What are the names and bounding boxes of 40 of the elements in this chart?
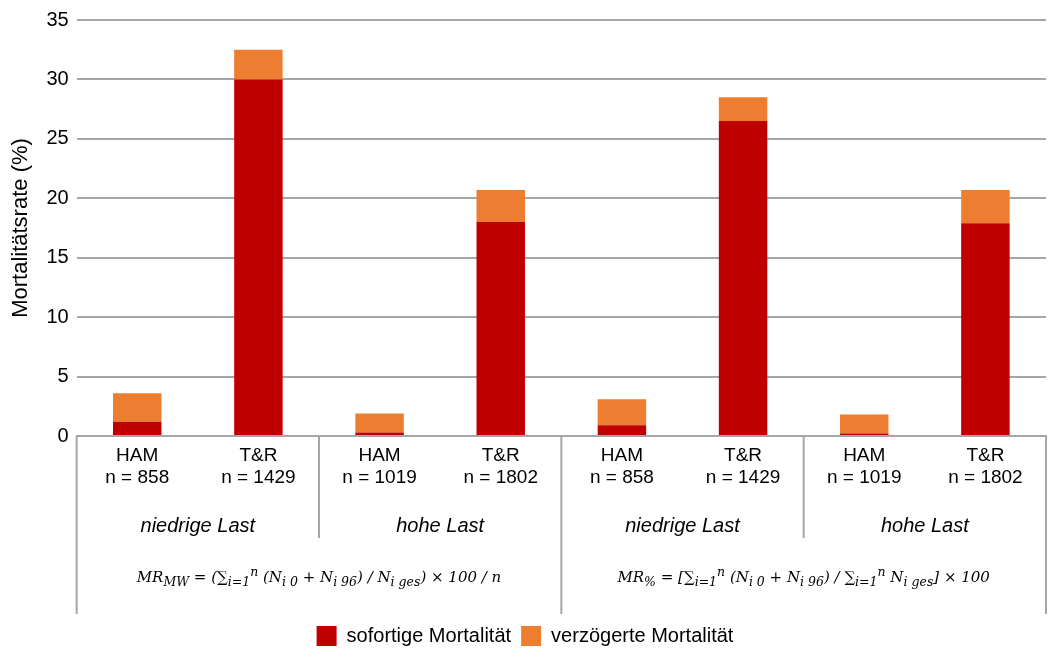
bar — [476, 189, 525, 223]
legend-label: verzögerte Mortalität — [551, 623, 734, 646]
y-tick-label: 30 — [46, 66, 69, 89]
y-axis-title: Mortalitätsrate (%) — [7, 138, 33, 318]
bar — [597, 425, 647, 435]
bar — [476, 222, 525, 435]
y-tick-label: 25 — [46, 126, 69, 149]
legend-label: sofortige Mortalität — [346, 623, 512, 646]
x-tick-label: HAM n = 858 — [105, 443, 170, 488]
bar — [961, 189, 1010, 224]
x-tick-label: HAM n = 858 — [589, 443, 654, 488]
y-tick-label: 0 — [57, 423, 69, 446]
text: niedrige Last — [140, 513, 257, 536]
y-tick-label: 5 — [57, 364, 69, 387]
x-tick-label: T&R n = 1429 — [221, 443, 296, 488]
y-tick-label: 20 — [46, 185, 69, 208]
bar — [113, 393, 162, 422]
text: MR$_{%}$ = [∑$_{i=1}$$^{n}$ (N$_{i 0}$ + N$_{i 96}$) / ∑$_{i=1}$$^{n}$ N$_{i ges}$] × 100 — [617, 564, 990, 589]
text: hohe Last — [880, 513, 971, 536]
bar — [355, 413, 404, 433]
bar — [840, 414, 889, 434]
y-tick-label: 10 — [46, 304, 69, 327]
text: hohe Last — [396, 513, 486, 536]
x-tick-label: T&R n = 1802 — [948, 443, 1023, 488]
bar — [234, 79, 283, 435]
bar — [355, 432, 404, 435]
y-tick-label: 15 — [46, 245, 69, 268]
bar — [113, 421, 162, 435]
bar — [718, 97, 768, 122]
text: MR$_{MW}$ = (∑$_{i=1}$$^{n}$ (N$_{i 0}$ + N$_{i 96}$) / N$_{i ges}$) × 100 / n — [136, 564, 502, 589]
x-tick-label: HAM n = 1019 — [342, 443, 417, 488]
bar — [234, 49, 283, 80]
bar — [597, 399, 647, 426]
bar — [718, 121, 768, 435]
x-tick-label: HAM n = 1019 — [827, 443, 902, 488]
y-tick-label: 35 — [46, 7, 69, 30]
bar — [961, 223, 1010, 435]
text: niedrige Last — [625, 513, 742, 536]
x-tick-label: T&R n = 1429 — [705, 443, 781, 488]
x-tick-label: T&R n = 1802 — [463, 443, 538, 488]
